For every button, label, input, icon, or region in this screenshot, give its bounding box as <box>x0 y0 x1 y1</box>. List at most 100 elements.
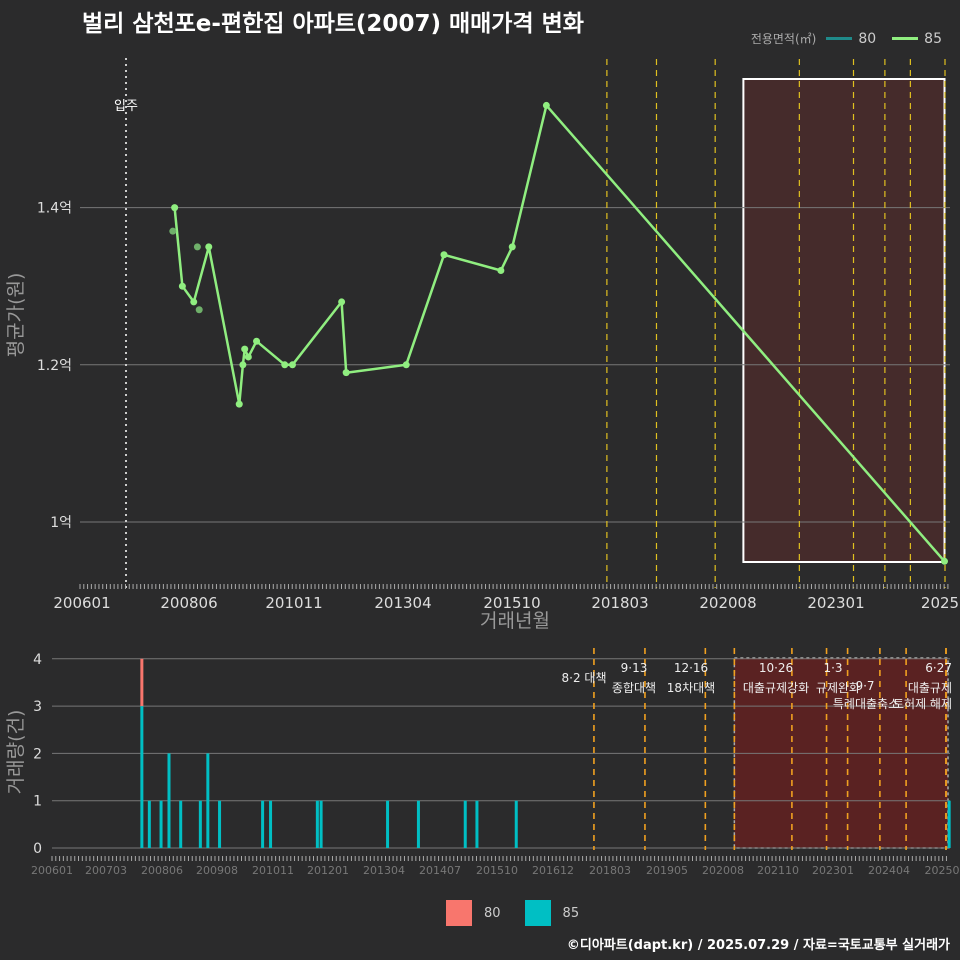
legend-bottom-label-85: 85 <box>562 905 580 921</box>
volume-bar-85 <box>386 800 390 848</box>
data-point-85 <box>190 298 198 306</box>
policy-label: 10·26 <box>759 661 793 675</box>
volume-bar-85 <box>269 800 273 848</box>
data-point-85 <box>235 400 243 408</box>
data-point-85 <box>244 353 252 361</box>
policy-label: 9·7 <box>855 679 874 693</box>
volume-x-tick-label: 202008 <box>702 864 744 877</box>
x-tick-label: 200601 <box>53 594 110 612</box>
volume-x-tick-label: 201612 <box>532 864 574 877</box>
data-point-85 <box>542 101 550 109</box>
volume-x-tick-label: 201011 <box>252 864 294 877</box>
volume-bar-85 <box>218 800 222 848</box>
policy-label: 토허제 해제 <box>893 697 952 711</box>
volume-x-tick-label: 201407 <box>419 864 461 877</box>
data-point-85 <box>288 361 296 369</box>
x-tick-label: 2025 <box>921 594 959 612</box>
x-tick-label: 201510 <box>483 594 540 612</box>
chart-title: 벌리 삼천포e-편한집 아파트(2007) 매매가격 변화 <box>82 11 584 37</box>
volume-bar-80 <box>140 658 144 707</box>
volume-x-tick-label: 201510 <box>476 864 518 877</box>
x-axis-title: 거래년월 <box>480 610 550 632</box>
volume-x-tick-label: 201803 <box>589 864 631 877</box>
volume-bar-85 <box>319 800 323 848</box>
data-point-85 <box>178 282 186 290</box>
data-point-85 <box>239 361 247 369</box>
policy-label: 6·27 <box>925 661 952 675</box>
volume-y-tick-label: 3 <box>33 699 42 715</box>
data-point-85 <box>338 298 346 306</box>
y-tick-label: 1.2억 <box>37 358 72 374</box>
volume-bar-85 <box>947 800 951 848</box>
data-point-80 <box>193 243 201 251</box>
x-tick-label: 202301 <box>807 594 864 612</box>
data-point-80 <box>169 227 177 235</box>
volume-bar-85 <box>261 800 265 848</box>
volume-bar-85 <box>475 800 479 848</box>
policy-label: 종합대책 <box>612 680 656 695</box>
volume-x-tick-label: 201905 <box>646 864 688 877</box>
volume-x-tick-label: 200703 <box>85 864 127 877</box>
data-point-85 <box>171 204 179 212</box>
legend-bottom-label-80: 80 <box>484 905 501 921</box>
data-point-85 <box>241 345 249 353</box>
volume-y-tick-label: 0 <box>33 841 42 857</box>
volume-x-tick-label: 20250 <box>925 864 960 877</box>
volume-bar-85 <box>206 753 210 848</box>
volume-x-tick-label: 202404 <box>868 864 910 877</box>
data-point-85 <box>205 243 213 251</box>
x-tick-label: 201304 <box>374 594 431 612</box>
volume-y-tick-label: 1 <box>33 794 42 810</box>
data-point-85 <box>497 266 505 274</box>
volume-bar-85 <box>463 800 467 848</box>
volume-y-tick-label: 4 <box>33 652 42 668</box>
volume-x-tick-label: 201304 <box>363 864 405 877</box>
volume-x-tick-label: 200806 <box>141 864 183 877</box>
credit-text: ©디아파트(dapt.kr) / 2025.07.29 / 자료=국토교통부 실… <box>566 938 950 953</box>
legend-label-85: 85 <box>924 30 942 47</box>
volume-x-tick-label: 202301 <box>812 864 854 877</box>
legend-title: 전용면적(㎡) <box>750 32 817 46</box>
y-tick-label: 1억 <box>50 515 72 531</box>
volume-x-tick-label: 200601 <box>31 864 73 877</box>
policy-label: 대출규제강화 <box>743 681 809 695</box>
data-point-85 <box>440 251 448 259</box>
policy-label: 대출규제 <box>908 681 952 695</box>
volume-bar-85 <box>140 706 144 848</box>
policy-label: 12·16 <box>674 661 708 675</box>
legend-label-80: 80 <box>858 30 877 47</box>
data-point-80 <box>195 306 203 314</box>
x-tick-label: 201803 <box>591 594 648 612</box>
policy-label: 18차대책 <box>667 680 715 695</box>
volume-bar-85 <box>159 800 163 848</box>
volume-bar-85 <box>167 753 171 848</box>
y-tick-label: 1.4억 <box>37 201 72 217</box>
x-tick-label: 202008 <box>699 594 756 612</box>
policy-label: 9·13 <box>621 661 648 675</box>
data-point-85 <box>281 361 289 369</box>
legend-swatch-85 <box>892 37 919 40</box>
volume-x-tick-label: 201201 <box>307 864 349 877</box>
volume-bar-85 <box>416 800 420 848</box>
legend-bottom: 80 85 <box>446 900 591 926</box>
price-panel: 1억 1.2억 1.4억 입주 200601 200806 201011 201304 2015… <box>5 58 959 632</box>
move-in-label: 입주 <box>114 99 138 114</box>
x-tick-label: 201011 <box>265 594 322 612</box>
legend-area: 전용면적(㎡) 80 85 <box>751 30 952 47</box>
x-tick-label: 200806 <box>160 594 217 612</box>
data-point-85 <box>342 369 350 377</box>
legend-bottom-swatch-80 <box>446 900 472 926</box>
policy-label: 8·2 대책 <box>562 670 607 685</box>
volume-x-tick-label: 200908 <box>196 864 238 877</box>
legend-bottom-swatch-85 <box>524 900 551 926</box>
volume-bar-85 <box>514 800 518 848</box>
volume-x-tick-label: 202110 <box>757 864 799 877</box>
volume-y-axis-title: 거래량(건) <box>5 710 27 795</box>
legend-bottom-item-80: 80 <box>446 900 501 926</box>
policy-label: 특례대출축소 <box>833 697 899 711</box>
volume-bar-85 <box>179 800 183 848</box>
volume-y-tick-label: 2 <box>33 746 42 762</box>
volume-bar-85 <box>147 800 151 848</box>
data-point-85 <box>941 557 948 565</box>
